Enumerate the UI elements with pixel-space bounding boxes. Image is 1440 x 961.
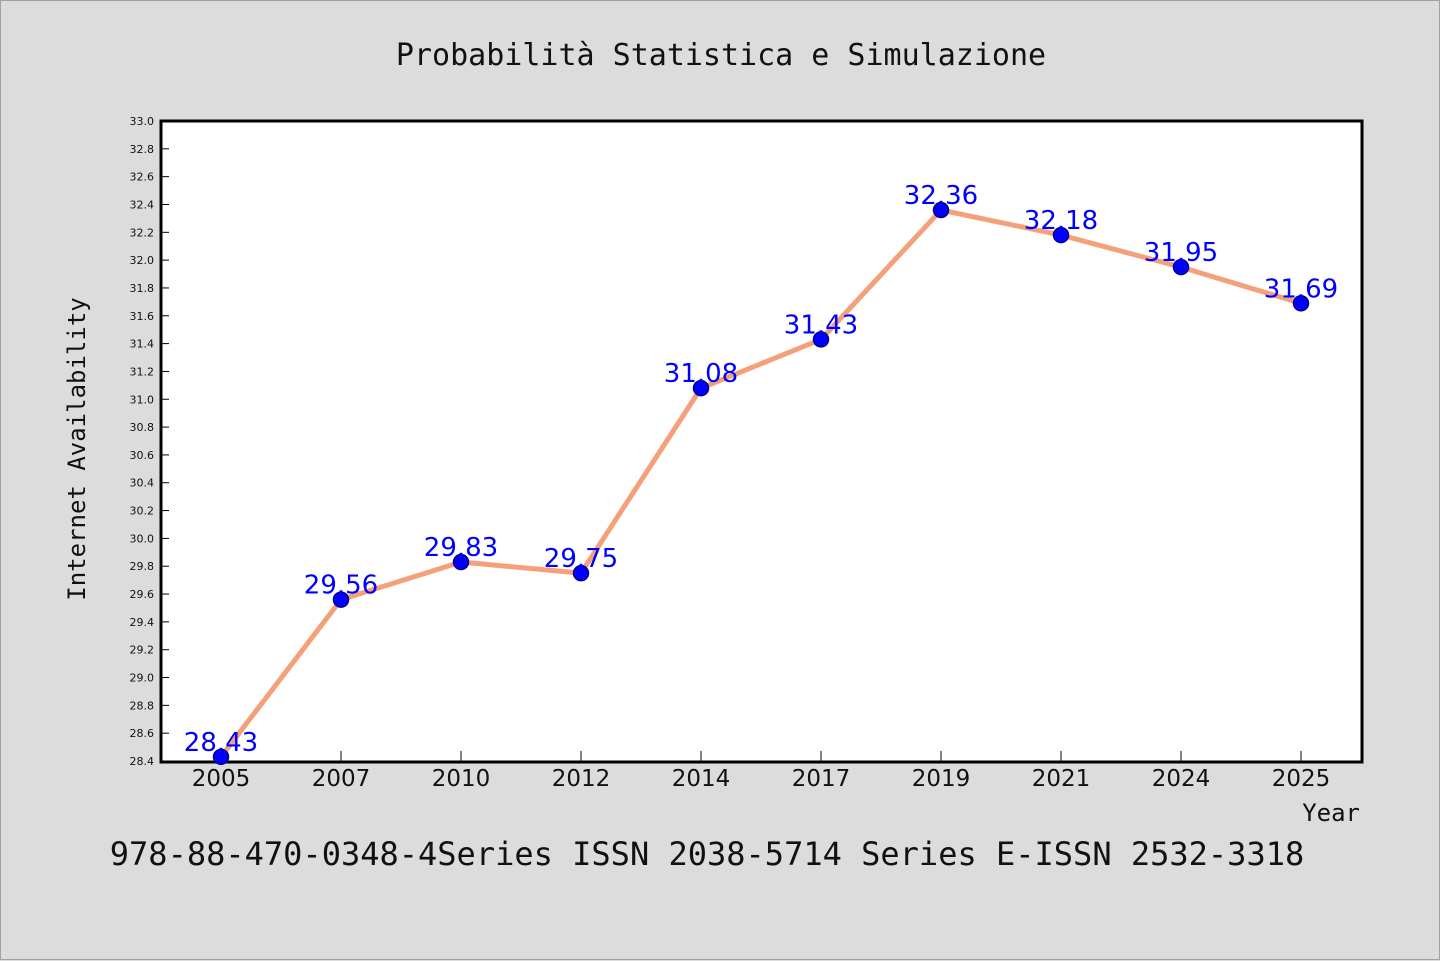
data-point — [452, 553, 470, 571]
y-axis: 28.4 28.6 28.8 29.0 29.2 29.4 29.6 29.8 30.0 30.2… — [130, 115, 169, 768]
y-tick-label: 29.2 — [130, 644, 155, 657]
x-tick-label: 2017 — [792, 766, 851, 792]
data-label: 29.56 — [304, 571, 378, 601]
y-tick-label: 31.8 — [130, 282, 155, 295]
x-tick-label: 2024 — [1152, 766, 1211, 792]
x-tick-label: 2019 — [912, 766, 971, 792]
data-point — [1172, 258, 1190, 276]
x-tick-label: 2007 — [312, 766, 371, 792]
x-axis: 2005 2007 2010 2012 2014 2017 2019 2021 2024 2025 — [192, 751, 1331, 792]
data-point — [332, 591, 350, 608]
data-label: 29.83 — [424, 533, 498, 563]
y-tick-label: 30.0 — [130, 532, 155, 545]
data-point — [1052, 226, 1070, 244]
data-point — [932, 201, 950, 219]
y-tick-label: 29.8 — [130, 560, 155, 573]
x-axis-label: Year — [1302, 799, 1360, 827]
data-point — [1292, 295, 1310, 312]
data-label: 31.95 — [1144, 238, 1218, 268]
data-label: 32.36 — [904, 181, 978, 211]
data-label: 31.43 — [784, 310, 858, 340]
y-tick-label: 28.4 — [130, 755, 155, 768]
x-tick-label: 2010 — [432, 766, 491, 792]
y-tick-label: 32.0 — [130, 254, 155, 267]
x-tick-label: 2005 — [192, 766, 251, 792]
y-tick-label: 30.2 — [130, 505, 155, 518]
y-axis-label: Internet Availability — [63, 297, 91, 600]
data-label: 28.43 — [184, 728, 258, 758]
y-tick-label: 32.2 — [130, 226, 155, 239]
data-label: 32.18 — [1024, 206, 1098, 236]
y-tick-label: 29.6 — [130, 588, 155, 601]
chart-title: Probabilità Statistica e Simulazione — [396, 38, 1046, 73]
data-label: 31.08 — [664, 359, 738, 389]
x-tick-label: 2014 — [672, 766, 731, 792]
y-tick-label: 33.0 — [130, 115, 155, 128]
series-layer — [212, 201, 1310, 766]
y-tick-label: 32.8 — [130, 143, 155, 156]
data-point — [572, 564, 590, 582]
y-tick-label: 31.2 — [130, 365, 155, 378]
data-label: 31.69 — [1264, 274, 1338, 304]
series-line — [218, 207, 1304, 760]
y-tick-label: 29.4 — [130, 616, 155, 629]
y-tick-label: 31.4 — [130, 338, 155, 351]
data-point — [692, 379, 710, 397]
data-labels: 28.43 29.56 29.83 29.75 31.08 31.43 32.36 32.18… — [184, 181, 1338, 758]
y-tick-label: 31.0 — [130, 393, 155, 406]
y-tick-label: 32.4 — [130, 198, 155, 211]
data-point — [812, 331, 830, 348]
y-tick-label: 30.6 — [130, 449, 155, 462]
y-tick-label: 32.6 — [130, 171, 155, 184]
x-tick-label: 2012 — [552, 766, 611, 792]
y-tick-label: 29.0 — [130, 672, 155, 685]
x-tick-label: 2025 — [1272, 766, 1331, 792]
y-tick-label: 30.4 — [130, 477, 155, 490]
y-tick-label: 28.6 — [130, 727, 155, 740]
data-point — [212, 748, 230, 766]
x-tick-label: 2021 — [1032, 766, 1091, 792]
y-tick-label: 31.6 — [130, 310, 155, 323]
plot-area — [159, 119, 1364, 764]
y-tick-label: 28.8 — [130, 699, 155, 712]
footer-isbn-text: 978-88-470-0348-4Series ISSN 2038-5714 S… — [110, 835, 1304, 873]
y-tick-label: 30.8 — [130, 421, 155, 434]
data-label: 29.75 — [544, 544, 618, 574]
